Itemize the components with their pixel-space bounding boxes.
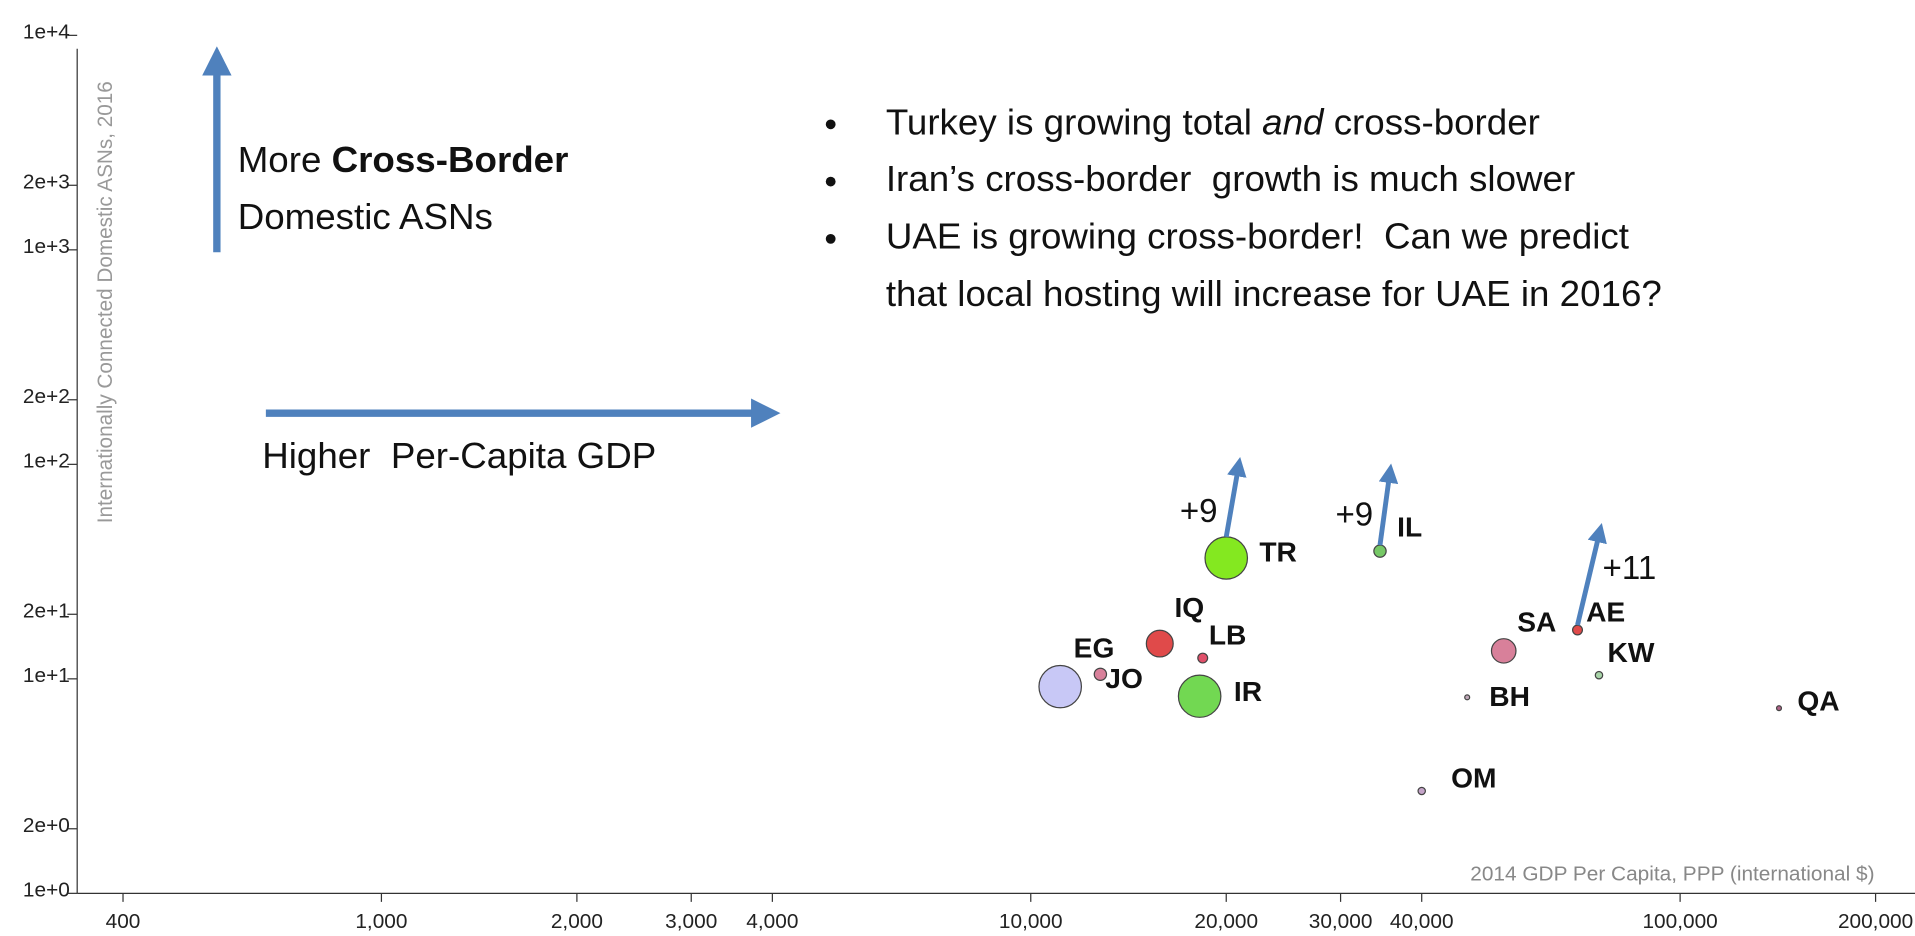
bullet-dot bbox=[825, 119, 836, 130]
growth-arrow bbox=[1575, 522, 1607, 626]
x-tick-label: 2,000 bbox=[551, 910, 603, 933]
x-tick-label: 1,000 bbox=[355, 910, 407, 933]
bullet-dot bbox=[825, 234, 836, 244]
bullet-text: UAE is growing cross-border! Can we pred… bbox=[886, 216, 1629, 257]
point-label: OM bbox=[1451, 763, 1496, 794]
y-tick-label: 2e+0 bbox=[23, 814, 70, 837]
annotation: +9 bbox=[1180, 492, 1218, 529]
up-bold: Cross-Border bbox=[332, 139, 569, 180]
point-label: KW bbox=[1608, 637, 1655, 668]
point-label: EG bbox=[1074, 633, 1115, 664]
bullet-part: cross-border bbox=[1323, 101, 1539, 142]
annotation: +9 bbox=[1335, 496, 1373, 533]
bullet-text: Turkey is growing total and cross-border bbox=[886, 101, 1540, 142]
x-tick-label: 3,000 bbox=[665, 910, 717, 933]
growth-arrow bbox=[1223, 456, 1247, 538]
y-tick-label: 2e+1 bbox=[23, 599, 70, 622]
point-label: IL bbox=[1397, 512, 1422, 543]
point-label: BH bbox=[1489, 681, 1530, 712]
x-tick-label: 10,000 bbox=[999, 910, 1063, 933]
right-note: Higher Per-Capita GDP bbox=[262, 435, 656, 476]
bullet-text: Iran’s cross-border growth is much slowe… bbox=[886, 158, 1575, 199]
bubble bbox=[1204, 536, 1249, 580]
y-tick-label: 1e+0 bbox=[23, 878, 70, 901]
bubble bbox=[1775, 705, 1783, 712]
x-tick-label: 400 bbox=[106, 910, 141, 933]
bullet-part: Turkey is growing total bbox=[886, 101, 1262, 142]
y-tick-label: 2e+3 bbox=[23, 170, 70, 193]
x-tick-label: 4,000 bbox=[746, 910, 798, 933]
bubble bbox=[1464, 694, 1471, 701]
y-tick-label: 1e+2 bbox=[23, 449, 70, 472]
y-axis-title: Internationally Connected Domestic ASNs,… bbox=[94, 81, 117, 523]
bullets: Turkey is growing total and cross-border… bbox=[825, 101, 1662, 314]
bubble bbox=[1197, 652, 1209, 664]
up-note: More Cross-Border bbox=[238, 139, 569, 180]
annotation: +11 bbox=[1603, 549, 1657, 586]
bullet-part: and bbox=[1262, 101, 1325, 142]
bubble bbox=[1145, 629, 1174, 658]
point-label: IR bbox=[1234, 676, 1262, 707]
point-label: IQ bbox=[1174, 592, 1204, 623]
bubble bbox=[1038, 664, 1083, 709]
y-tick-label: 1e+4 bbox=[23, 20, 70, 43]
y-tick-label: 1e+3 bbox=[23, 235, 70, 258]
x-tick-label: 100,000 bbox=[1642, 910, 1717, 933]
x-tick-label: 40,000 bbox=[1390, 910, 1454, 933]
x-tick-label: 30,000 bbox=[1309, 910, 1373, 933]
up-note-2: Domestic ASNs bbox=[238, 196, 493, 237]
bubble bbox=[1177, 674, 1222, 718]
bubble bbox=[1571, 624, 1584, 636]
x-axis-title: 2014 GDP Per Capita, PPP (international … bbox=[1470, 863, 1874, 886]
growth-arrow bbox=[1377, 463, 1399, 546]
point-label: SA bbox=[1517, 607, 1556, 638]
y-tick-label: 2e+2 bbox=[23, 385, 70, 408]
point-label: QA bbox=[1797, 686, 1839, 717]
bullet-dot bbox=[825, 176, 836, 187]
point-label: JO bbox=[1105, 663, 1143, 694]
x-tick-label: 200,000 bbox=[1838, 910, 1913, 933]
bubble bbox=[1093, 667, 1108, 682]
up-prefix: More bbox=[238, 139, 332, 180]
bubble bbox=[1490, 638, 1517, 664]
point-label: LB bbox=[1209, 620, 1247, 651]
bubble bbox=[1594, 670, 1604, 680]
bubble bbox=[1373, 544, 1387, 558]
y-tick-label: 1e+1 bbox=[23, 664, 70, 687]
point-label: TR bbox=[1259, 537, 1297, 568]
bubble bbox=[1417, 786, 1427, 796]
x-tick-label: 20,000 bbox=[1194, 910, 1258, 933]
point-label: AE bbox=[1586, 597, 1625, 628]
bullet-text: that local hosting will increase for UAE… bbox=[886, 273, 1662, 314]
